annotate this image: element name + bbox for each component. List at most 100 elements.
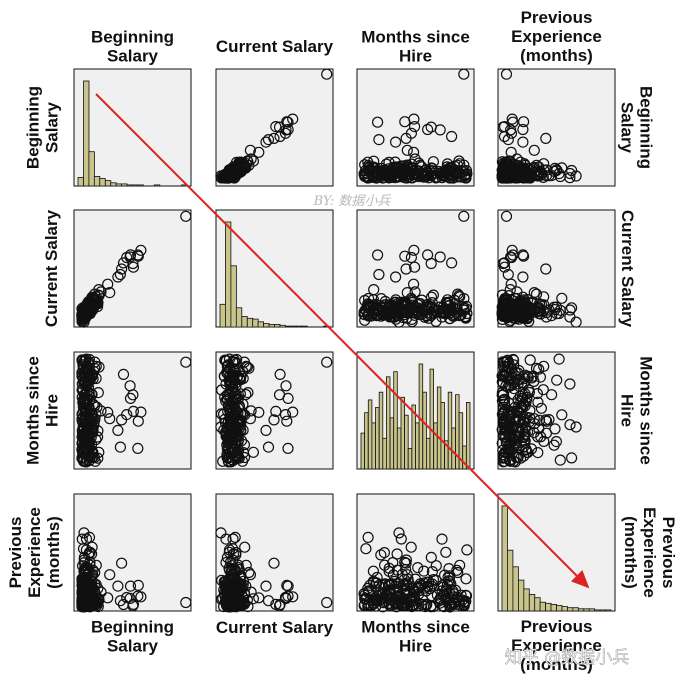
data-point	[551, 374, 563, 386]
data-point	[556, 409, 568, 421]
histogram-bar	[407, 448, 413, 470]
data-point	[87, 564, 99, 576]
data-point	[446, 257, 458, 269]
data-point	[506, 113, 518, 125]
data-point	[89, 455, 101, 467]
data-point	[274, 368, 286, 380]
histogram-bar	[367, 399, 373, 470]
histogram-bar	[523, 588, 530, 612]
histogram-bar	[588, 608, 596, 612]
data-point	[102, 592, 114, 604]
histogram-bar	[93, 175, 101, 187]
data-point	[520, 307, 532, 319]
data-point	[426, 162, 438, 174]
data-point	[234, 374, 247, 386]
panel-1-4	[496, 68, 616, 187]
data-point	[532, 447, 544, 459]
data-point	[405, 251, 417, 264]
data-point	[532, 431, 544, 443]
data-point	[218, 408, 230, 420]
data-point	[403, 307, 415, 319]
axis-label-line: Previous	[521, 617, 593, 636]
histogram-bar	[389, 417, 395, 470]
data-point	[132, 442, 144, 454]
panel-1-1	[73, 68, 192, 187]
histogram-bar	[88, 151, 95, 187]
histogram-bar	[230, 265, 237, 328]
data-point	[401, 144, 413, 156]
data-point	[232, 428, 244, 440]
data-point	[538, 291, 550, 303]
data-point	[104, 287, 116, 299]
data-point	[408, 591, 420, 603]
data-point	[104, 413, 116, 425]
data-point	[253, 146, 265, 158]
data-point	[507, 249, 519, 261]
histogram-bar	[429, 368, 434, 470]
data-point	[502, 134, 514, 146]
data-point	[413, 599, 425, 612]
data-point	[287, 113, 299, 125]
data-point	[112, 580, 124, 592]
data-point	[229, 364, 241, 376]
data-point	[77, 543, 90, 555]
histogram-bar	[436, 386, 442, 470]
data-point	[85, 439, 98, 451]
data-point	[530, 159, 543, 171]
panel-4-1	[73, 493, 192, 613]
panel-2-4	[496, 209, 616, 328]
histogram-bar	[572, 607, 579, 612]
panel-3-3	[356, 351, 475, 470]
data-point	[270, 405, 282, 417]
data-point	[321, 596, 333, 609]
data-point	[505, 146, 517, 158]
data-point	[217, 455, 229, 467]
data-point	[532, 396, 544, 408]
data-point	[378, 546, 390, 559]
data-point	[367, 595, 379, 607]
data-point	[280, 124, 292, 136]
data-point	[360, 543, 372, 555]
data-point	[232, 166, 244, 178]
data-point	[435, 594, 447, 606]
axis-label-line: Hire	[618, 394, 637, 427]
data-point	[84, 599, 96, 611]
data-point	[90, 408, 102, 420]
data-point	[517, 116, 530, 128]
data-point	[409, 261, 421, 273]
data-point	[513, 405, 525, 418]
axis-label-line: Beginning	[637, 86, 656, 169]
histogram-bar	[284, 325, 292, 328]
histogram-bar	[153, 184, 161, 187]
data-point	[414, 298, 426, 310]
data-point	[224, 556, 237, 568]
data-point	[221, 366, 233, 378]
data-point	[423, 576, 435, 588]
data-point	[132, 579, 144, 592]
data-point	[503, 299, 515, 311]
data-point	[180, 210, 192, 222]
histogram-bar	[418, 363, 424, 470]
data-point	[77, 401, 89, 413]
data-point	[358, 306, 370, 318]
data-point	[102, 406, 114, 418]
data-point	[556, 292, 568, 304]
data-point	[427, 289, 439, 301]
data-point	[262, 441, 275, 453]
data-point	[450, 302, 462, 314]
data-point	[233, 400, 245, 412]
data-point	[375, 162, 387, 174]
histogram-bar	[415, 422, 420, 470]
data-point	[390, 271, 402, 283]
watermark-center: BY: 数据小兵	[313, 194, 392, 209]
data-point	[270, 598, 282, 611]
data-point	[216, 384, 228, 396]
data-point	[400, 263, 412, 275]
data-point	[124, 580, 137, 592]
data-point	[82, 578, 94, 590]
data-point	[127, 261, 139, 273]
data-point	[76, 313, 89, 325]
data-point	[436, 600, 449, 612]
